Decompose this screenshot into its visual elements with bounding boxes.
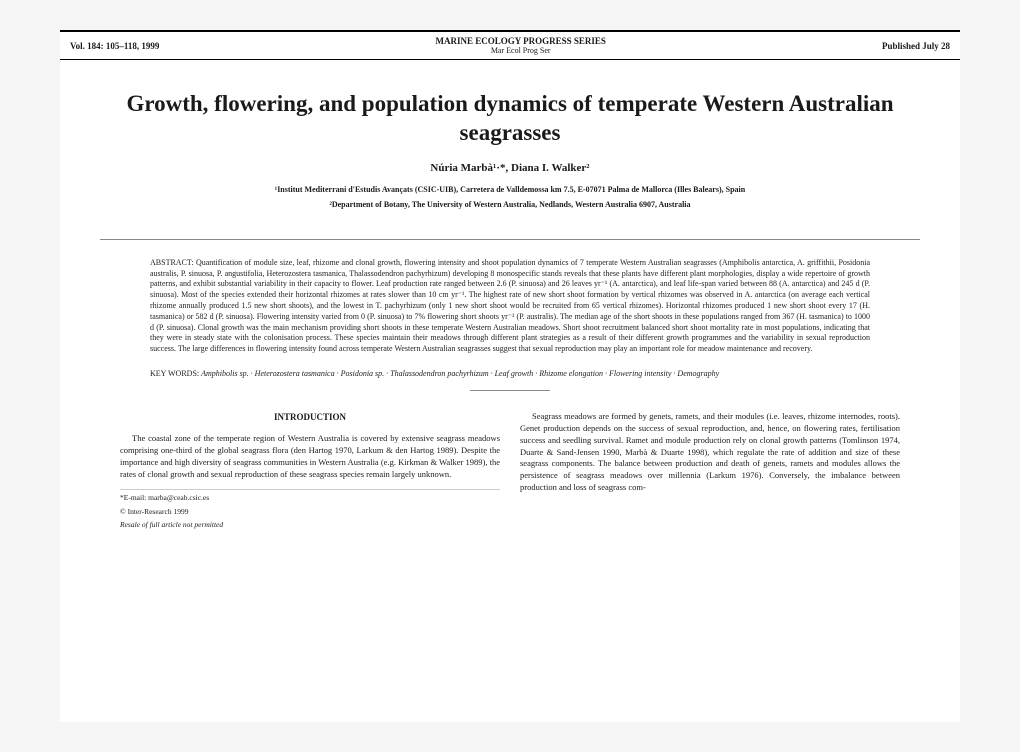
abstract-label: ABSTRACT: xyxy=(150,258,196,267)
title-block: Growth, flowering, and population dynami… xyxy=(60,60,960,229)
series-abbrev: Mar Ecol Prog Ser xyxy=(159,46,882,55)
resale-notice: Resale of full article not permitted xyxy=(120,520,500,531)
abstract-block: ABSTRACT: Quantification of module size,… xyxy=(60,250,960,363)
left-column: INTRODUCTION The coastal zone of the tem… xyxy=(120,411,500,531)
article-title: Growth, flowering, and population dynami… xyxy=(100,90,920,148)
body-columns: INTRODUCTION The coastal zone of the tem… xyxy=(60,405,960,537)
series-name: MARINE ECOLOGY PROGRESS SERIES xyxy=(159,36,882,46)
abstract-text: Quantification of module size, leaf, rhi… xyxy=(150,258,870,353)
intro-heading: INTRODUCTION xyxy=(120,411,500,424)
journal-page: Vol. 184: 105–118, 1999 MARINE ECOLOGY P… xyxy=(60,30,960,722)
author-list: Núria Marbà¹·*, Diana I. Walker² xyxy=(100,162,920,174)
body-paragraph-1: Seagrass meadows are formed by genets, r… xyxy=(520,411,900,494)
affiliation-1: ¹Institut Mediterrani d'Estudis Avançats… xyxy=(100,184,920,195)
corresponding-email: *E-mail: marba@ceab.csic.es xyxy=(120,489,500,504)
series-title: MARINE ECOLOGY PROGRESS SERIES Mar Ecol … xyxy=(159,36,882,55)
publish-date: Published July 28 xyxy=(882,41,950,51)
affiliation-2: ²Department of Botany, The University of… xyxy=(100,199,920,210)
keywords-text: Amphibolis sp. · Heterozostera tasmanica… xyxy=(201,369,719,378)
divider-line xyxy=(100,239,920,240)
keywords-block: KEY WORDS: Amphibolis sp. · Heterozoster… xyxy=(60,363,960,384)
keyword-separator xyxy=(470,390,550,391)
copyright-line: © Inter-Research 1999 xyxy=(120,507,500,518)
intro-paragraph-1: The coastal zone of the temperate region… xyxy=(120,433,500,481)
journal-header: Vol. 184: 105–118, 1999 MARINE ECOLOGY P… xyxy=(60,30,960,60)
keywords-label: KEY WORDS: xyxy=(150,369,201,378)
right-column: Seagrass meadows are formed by genets, r… xyxy=(520,411,900,531)
volume-info: Vol. 184: 105–118, 1999 xyxy=(70,41,159,51)
